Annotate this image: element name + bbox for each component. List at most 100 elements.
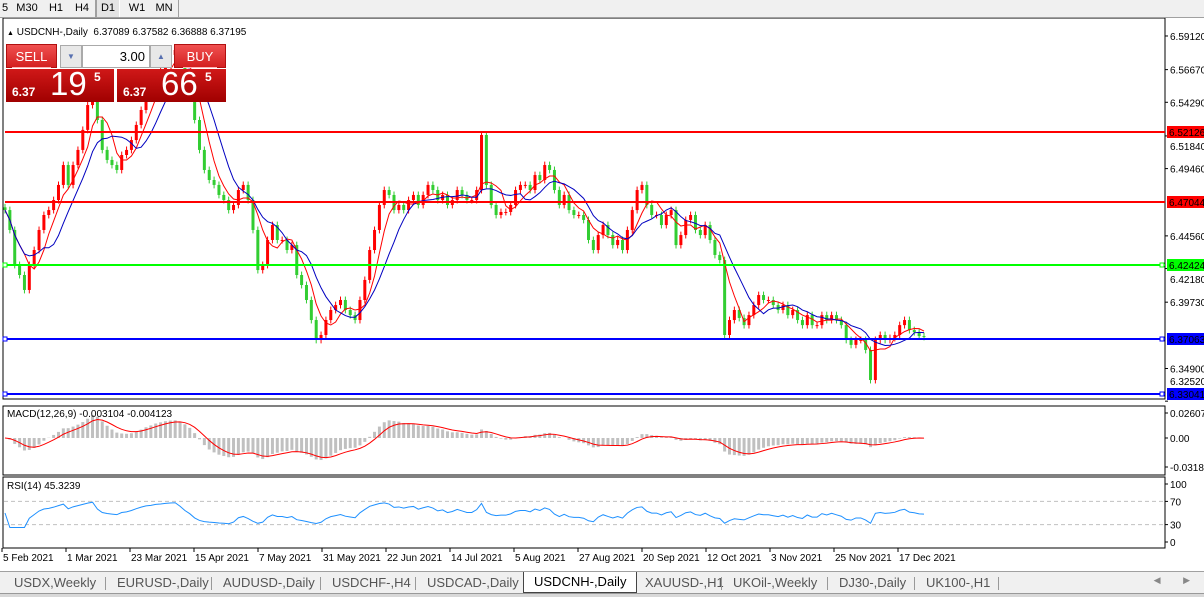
candle-body [343, 299, 347, 311]
macd-histogram-bar [76, 424, 80, 438]
tab-eurusd-daily[interactable]: EURUSD-,Daily [117, 575, 209, 590]
candle-body [596, 235, 600, 251]
price-chart[interactable]: 6.59120 6.56670 6.54290 6.51840 6.49460 6.445… [0, 18, 1204, 571]
tab-uk100-h1[interactable]: UK100-,H1 [926, 575, 991, 590]
macd-histogram-bar [324, 438, 328, 459]
macd-histogram-bar [373, 431, 377, 438]
macd-histogram-bar [261, 438, 265, 460]
candle-body [791, 310, 795, 316]
timeframe-h1[interactable]: H1 [48, 2, 64, 14]
candle-body [304, 285, 308, 300]
level-price-tag [1167, 333, 1204, 345]
level-price-label: 6.37063 [1169, 335, 1204, 346]
sell-button[interactable]: SELL [6, 44, 57, 68]
macd-histogram-bar [591, 438, 595, 448]
timeframe-m30[interactable]: M30 [16, 2, 38, 14]
tab-xauusd-h1[interactable]: XAUUSD-,H1 [645, 575, 724, 590]
candle-body [523, 184, 527, 186]
ma-slow-line [4, 68, 925, 347]
candle-body [377, 204, 381, 230]
macd-histogram-bar [728, 438, 732, 455]
level-handle-left[interactable] [2, 336, 8, 342]
price-axis-label: 6.49460 [1170, 165, 1204, 176]
macd-histogram-bar [757, 438, 761, 450]
macd-histogram-bar [173, 420, 177, 438]
candle-body [314, 320, 318, 340]
candle-body [878, 334, 882, 340]
tab-ukoil-weekly[interactable]: UKOil-,Weekly [733, 575, 818, 590]
macd-histogram-bar [713, 438, 717, 443]
macd-histogram-bar [898, 438, 902, 439]
macd-histogram-bar [854, 438, 858, 444]
candle-body [514, 190, 518, 205]
status-strip [0, 593, 1204, 597]
macd-histogram-bar [480, 429, 484, 438]
level-handle-right[interactable] [1159, 391, 1165, 397]
tab-usdchf-h4[interactable]: USDCHF-,H4 [332, 575, 411, 590]
timeframe-d1[interactable]: D1 [96, 0, 120, 17]
candle-body [324, 320, 328, 335]
macd-histogram-bar [810, 438, 814, 444]
level-handle-left[interactable] [2, 391, 8, 397]
macd-histogram-bar [353, 438, 357, 448]
candle-body [71, 165, 75, 185]
candle-body [844, 325, 848, 340]
macd-histogram-bar [621, 438, 625, 446]
timeframe-h4[interactable]: H4 [74, 2, 90, 14]
candle-body [873, 339, 877, 381]
macd-histogram-bar [183, 424, 187, 438]
buy-button[interactable]: BUY [174, 44, 226, 68]
macd-histogram-bar [893, 438, 897, 441]
tab-usdx-weekly[interactable]: USDX,Weekly [14, 575, 97, 590]
candle-body [37, 229, 41, 251]
candle-body [883, 334, 887, 340]
candle-body [81, 129, 85, 150]
candle-body [591, 239, 595, 251]
macd-histogram-bar [737, 438, 741, 456]
lot-size-input[interactable]: 3.00 [82, 45, 150, 68]
date-axis-label: 5 Feb 2021 [3, 553, 54, 564]
macd-histogram-bar [251, 438, 255, 454]
candle-body [606, 225, 610, 236]
macd-histogram-bar [844, 438, 848, 443]
collapse-triangle-icon[interactable]: ▲ [7, 30, 14, 37]
macd-histogram-bar [762, 438, 766, 448]
timeframe-w1[interactable]: W1 [128, 2, 146, 14]
lot-decrease-button[interactable]: ▼ [60, 45, 82, 68]
buy-price-box[interactable]: 6.37 66 5 [117, 65, 226, 102]
timeframe-m5[interactable]: 5 [1, 2, 9, 14]
level-price-tag [1167, 259, 1204, 271]
candle-body [820, 315, 824, 326]
candle-body [586, 219, 590, 240]
level-price-label: 6.33041 [1169, 390, 1204, 401]
candle-body [61, 165, 65, 185]
macd-histogram-bar [212, 438, 216, 453]
buy-price-fraction: 5 [205, 70, 212, 84]
macd-histogram-bar [674, 438, 678, 440]
candle-body [426, 184, 430, 195]
candle-body [776, 305, 780, 311]
candle-body [52, 200, 56, 211]
sell-price-box[interactable]: 6.37 19 5 [6, 65, 114, 102]
level-handle-right[interactable] [1159, 262, 1165, 268]
level-handle-left[interactable] [2, 262, 8, 268]
macd-histogram-bar [601, 438, 605, 446]
macd-histogram-bar [426, 425, 430, 438]
sell-price-fraction: 5 [94, 70, 101, 84]
macd-histogram-bar [586, 438, 590, 446]
tab-usdcnh-daily[interactable]: USDCNH-,Daily [523, 572, 638, 593]
chart-window[interactable]: 6.59120 6.56670 6.54290 6.51840 6.49460 6.445… [0, 18, 1204, 571]
timeframe-mn[interactable]: MN [155, 2, 173, 14]
tab-dj30-daily[interactable]: DJ30-,Daily [839, 575, 907, 590]
tab-usdcad-daily[interactable]: USDCAD-,Daily [427, 575, 519, 590]
macd-axis-label: -0.03187 [1170, 463, 1204, 474]
level-handle-right[interactable] [1159, 336, 1165, 342]
macd-histogram-bar [708, 438, 712, 441]
candle-body [708, 225, 712, 240]
tab-scroll-arrows[interactable]: ◀ ▶ [1153, 575, 1200, 585]
candle-body [499, 211, 503, 216]
tab-audusd-daily[interactable]: AUDUSD-,Daily [223, 575, 315, 590]
candle-body [309, 299, 313, 321]
lot-increase-button[interactable]: ▲ [150, 45, 172, 68]
macd-histogram-bar [81, 422, 85, 438]
